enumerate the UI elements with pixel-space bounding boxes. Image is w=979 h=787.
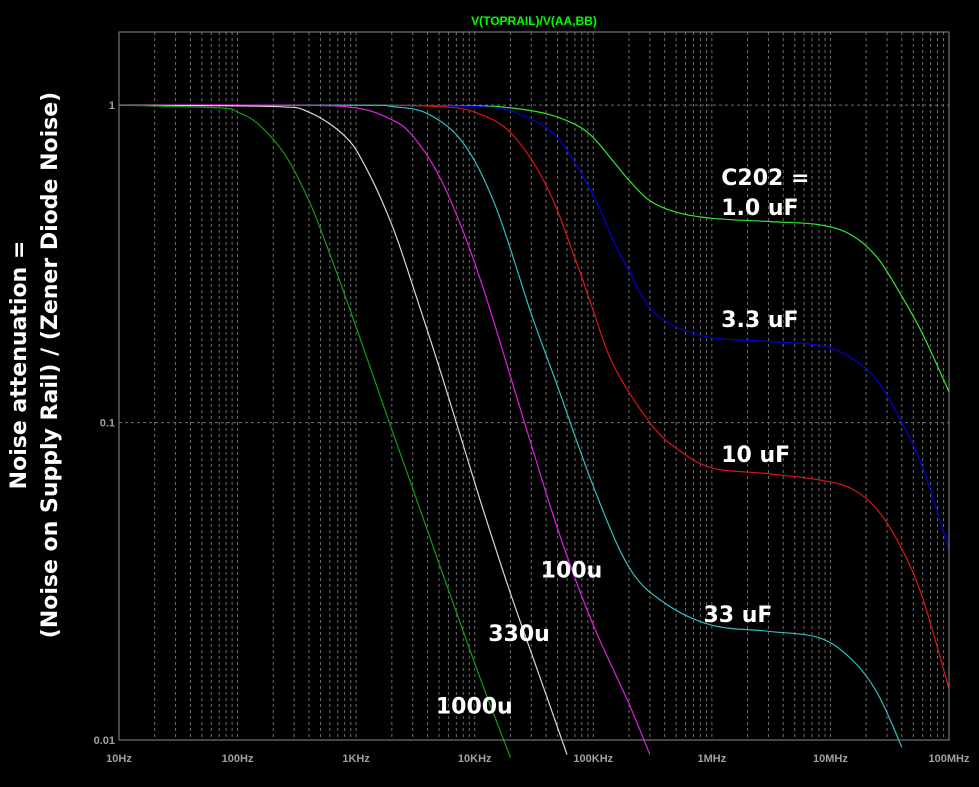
x-tick-label: 10KHz — [458, 753, 492, 765]
y-axis-label-line-2: (Noise on Supply Rail) / (Zener Diode No… — [38, 91, 63, 639]
x-tick-label: 100MHz — [929, 753, 970, 765]
series-line-4 — [118, 104, 651, 755]
x-tick-label: 10Hz — [106, 753, 132, 765]
chart-title: V(TOPRAIL)/V(AA,BB) — [471, 14, 597, 28]
series-line-2 — [118, 104, 950, 689]
y-axis-label-line-1: Noise attenuation = — [7, 240, 32, 490]
series-line-5 — [118, 104, 568, 755]
annotation-label: 100u — [541, 559, 603, 584]
series-line-3 — [118, 104, 903, 748]
y-tick-label: 1 — [109, 100, 115, 112]
x-tick-label: 10MHz — [813, 753, 848, 765]
x-tick-label: 1KHz — [342, 753, 370, 765]
y-tick-label: 0.1 — [100, 418, 115, 430]
grid — [119, 32, 949, 740]
annotations: C202 = 1.0 uF 3.3 uF 10 uF 33 uF 100u 330u 1000… — [436, 166, 810, 720]
series-line-1 — [118, 104, 950, 550]
x-tick-label: 100KHz — [573, 753, 613, 765]
series-line-0 — [118, 104, 950, 393]
annotation-label: 1.0 uF — [721, 196, 798, 221]
tick-labels: 10Hz 100Hz 1KHz 10KHz 100KHz 1MHz 10MHz 100MHz 1… — [94, 100, 970, 765]
x-tick-label: 100Hz — [222, 753, 254, 765]
x-tick-label: 1MHz — [697, 753, 726, 765]
series-group — [118, 104, 950, 758]
series-line-6 — [118, 104, 511, 758]
plot-frame — [118, 31, 950, 741]
annotation-label: 1000u — [436, 695, 513, 720]
annotation-label: C202 = — [721, 166, 809, 191]
annotation-label: 10 uF — [721, 443, 790, 468]
annotation-label: 330u — [488, 622, 550, 647]
annotation-label: 33 uF — [703, 603, 772, 628]
annotation-label: 3.3 uF — [721, 308, 798, 333]
y-tick-label: 0.01 — [94, 735, 115, 747]
